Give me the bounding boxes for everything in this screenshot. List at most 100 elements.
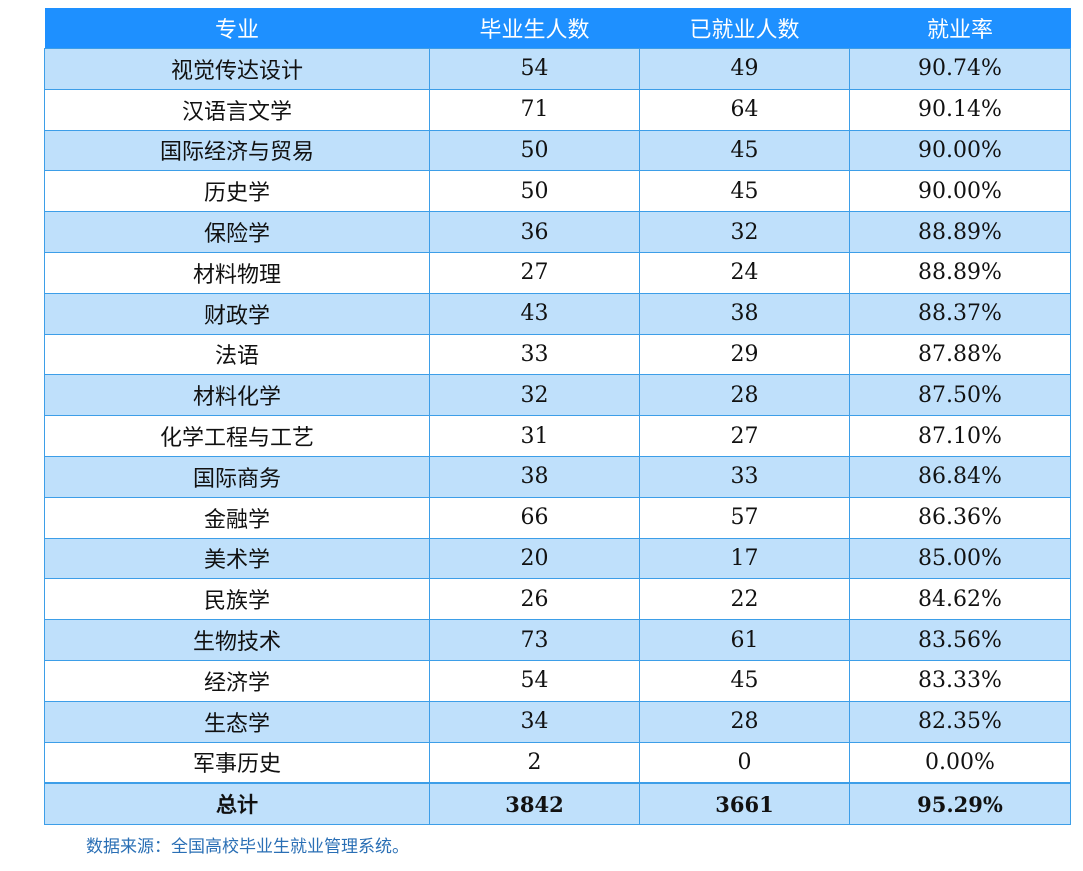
graduates-cell: 33 [429, 333, 640, 376]
employed-cell: 17 [639, 537, 850, 580]
table-row: 材料化学 32 28 87.50% [44, 374, 1071, 417]
table-row: 财政学 43 38 88.37% [44, 292, 1071, 335]
employed-cell: 45 [639, 129, 850, 172]
total-row: 总计 3842 3661 95.29% [44, 782, 1071, 826]
graduates-cell: 54 [429, 659, 640, 702]
major-cell: 国际商务 [44, 455, 430, 498]
major-cell: 化学工程与工艺 [44, 415, 430, 457]
major-cell: 视觉传达设计 [44, 48, 430, 90]
employed-cell: 45 [639, 170, 850, 213]
graduates-cell: 43 [429, 292, 640, 335]
employed-cell: 22 [639, 578, 850, 621]
table-row: 化学工程与工艺 31 27 87.10% [44, 415, 1071, 457]
graduates-cell: 50 [429, 129, 640, 172]
rate-cell: 86.36% [849, 496, 1071, 539]
graduates-cell: 50 [429, 170, 640, 213]
graduates-cell: 34 [429, 700, 640, 743]
header-employed: 已就业人数 [639, 8, 850, 49]
rate-cell: 0.00% [849, 741, 1071, 784]
table-row: 视觉传达设计 54 49 90.74% [44, 48, 1071, 90]
major-cell: 经济学 [44, 659, 430, 702]
employed-cell: 38 [639, 292, 850, 335]
table-row: 历史学 50 45 90.00% [44, 170, 1071, 213]
rate-cell: 88.89% [849, 211, 1071, 253]
graduates-cell: 73 [429, 619, 640, 661]
employed-cell: 45 [639, 659, 850, 702]
major-cell: 生态学 [44, 700, 430, 743]
rate-cell: 84.62% [849, 578, 1071, 621]
table-row: 金融学 66 57 86.36% [44, 496, 1071, 539]
rate-cell: 90.00% [849, 129, 1071, 172]
major-cell: 美术学 [44, 537, 430, 580]
graduates-cell: 32 [429, 374, 640, 417]
employed-cell: 64 [639, 88, 850, 131]
employed-cell: 24 [639, 251, 850, 294]
major-cell: 国际经济与贸易 [44, 129, 430, 172]
source-note: 数据来源：全国高校毕业生就业管理系统。 [86, 837, 409, 857]
graduates-cell: 54 [429, 48, 640, 90]
major-cell: 生物技术 [44, 619, 430, 661]
major-cell: 财政学 [44, 292, 430, 335]
table-row: 经济学 54 45 83.33% [44, 659, 1071, 702]
header-graduates: 毕业生人数 [429, 8, 640, 49]
table-row: 美术学 20 17 85.00% [44, 537, 1071, 580]
rate-cell: 90.00% [849, 170, 1071, 213]
employed-cell: 28 [639, 700, 850, 743]
major-cell: 民族学 [44, 578, 430, 621]
table-row: 国际经济与贸易 50 45 90.00% [44, 129, 1071, 172]
rate-cell: 82.35% [849, 700, 1071, 743]
rate-cell: 83.33% [849, 659, 1071, 702]
major-cell: 保险学 [44, 211, 430, 253]
employed-cell: 33 [639, 455, 850, 498]
major-cell: 材料化学 [44, 374, 430, 417]
table-row: 材料物理 27 24 88.89% [44, 251, 1071, 294]
rate-cell: 88.89% [849, 251, 1071, 294]
rate-cell: 85.00% [849, 537, 1071, 580]
major-cell: 汉语言文学 [44, 88, 430, 131]
header-major: 专业 [44, 8, 430, 49]
major-cell: 历史学 [44, 170, 430, 213]
table-row: 法语 33 29 87.88% [44, 333, 1071, 376]
total-employed-cell: 3661 [639, 782, 850, 826]
graduates-cell: 31 [429, 415, 640, 457]
employed-cell: 27 [639, 415, 850, 457]
table-row: 生态学 34 28 82.35% [44, 700, 1071, 743]
major-cell: 金融学 [44, 496, 430, 539]
rate-cell: 87.50% [849, 374, 1071, 417]
header-rate: 就业率 [849, 8, 1071, 49]
graduates-cell: 27 [429, 251, 640, 294]
employed-cell: 57 [639, 496, 850, 539]
graduates-cell: 36 [429, 211, 640, 253]
graduates-cell: 38 [429, 455, 640, 498]
rate-cell: 90.74% [849, 48, 1071, 90]
table-row: 军事历史 2 0 0.00% [44, 741, 1071, 784]
employed-cell: 49 [639, 48, 850, 90]
rate-cell: 83.56% [849, 619, 1071, 661]
rate-cell: 87.10% [849, 415, 1071, 457]
table-row: 汉语言文学 71 64 90.14% [44, 88, 1071, 131]
employed-cell: 28 [639, 374, 850, 417]
table-header-row: 专业 毕业生人数 已就业人数 就业率 [44, 8, 1071, 49]
employed-cell: 61 [639, 619, 850, 661]
major-cell: 军事历史 [44, 741, 430, 784]
rate-cell: 87.88% [849, 333, 1071, 376]
rate-cell: 88.37% [849, 292, 1071, 335]
graduates-cell: 66 [429, 496, 640, 539]
employed-cell: 0 [639, 741, 850, 784]
graduates-cell: 71 [429, 88, 640, 131]
employment-table-container: 专业 毕业生人数 已就业人数 就业率 视觉传达设计 54 49 90.74% 汉语言文学… [44, 8, 1071, 826]
rate-cell: 90.14% [849, 88, 1071, 131]
total-graduates-cell: 3842 [429, 782, 640, 826]
table-body: 视觉传达设计 54 49 90.74% 汉语言文学 71 64 90.14% 国际经济与贸易 50… [44, 48, 1071, 826]
major-cell: 法语 [44, 333, 430, 376]
total-major-cell: 总计 [44, 782, 430, 826]
employed-cell: 29 [639, 333, 850, 376]
rate-cell: 86.84% [849, 455, 1071, 498]
major-cell: 材料物理 [44, 251, 430, 294]
table-row: 保险学 36 32 88.89% [44, 211, 1071, 253]
employed-cell: 32 [639, 211, 850, 253]
table-row: 民族学 26 22 84.62% [44, 578, 1071, 621]
table-row: 国际商务 38 33 86.84% [44, 455, 1071, 498]
table-row: 生物技术 73 61 83.56% [44, 619, 1071, 661]
graduates-cell: 26 [429, 578, 640, 621]
